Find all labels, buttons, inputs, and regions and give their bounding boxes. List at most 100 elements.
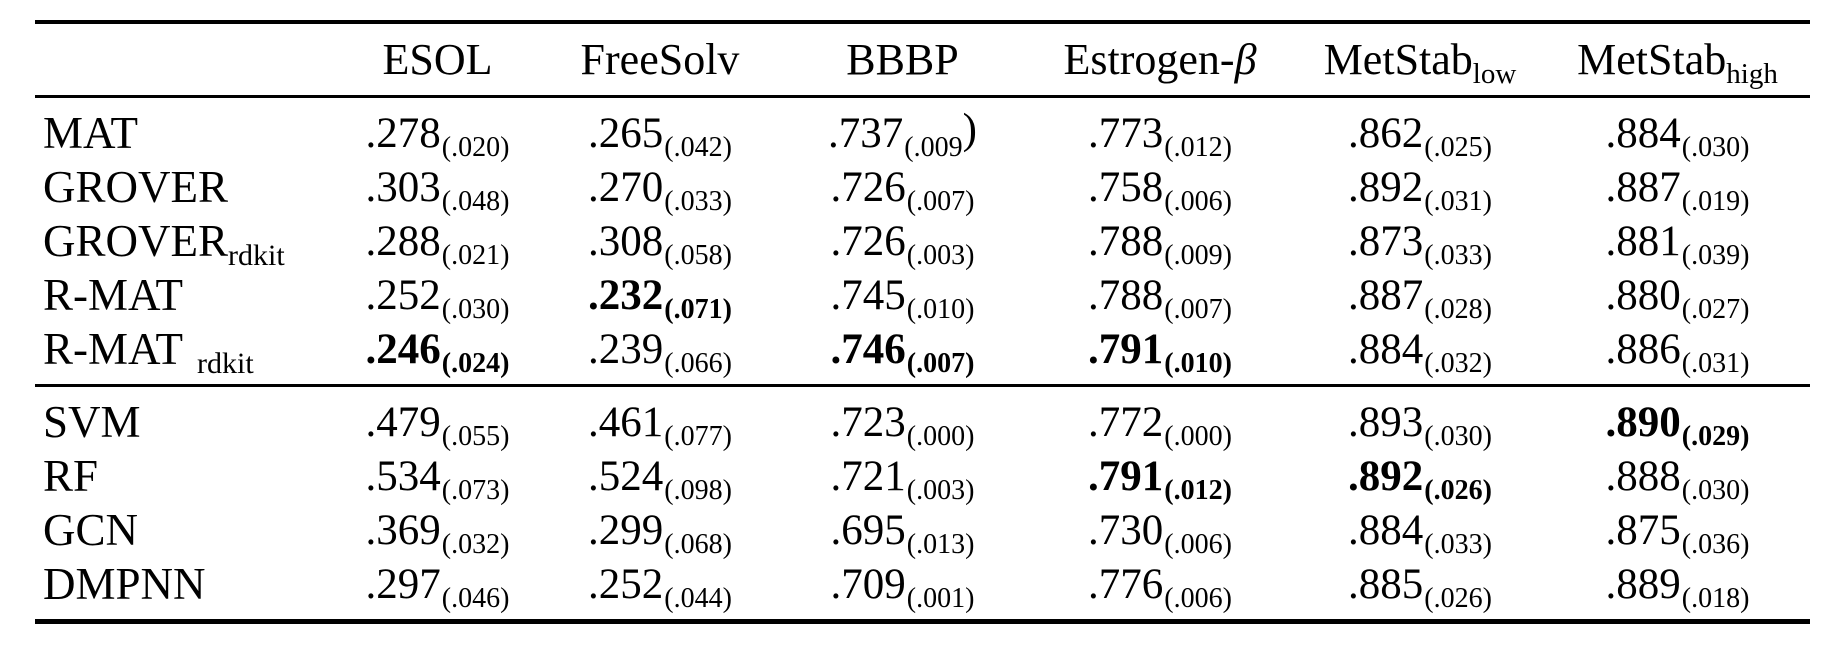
metric-std: (.042) — [664, 131, 732, 163]
metric-cell: .299(.068) — [540, 503, 780, 560]
metric-cell: .726(.007) — [780, 160, 1025, 217]
beta-symbol: β — [1234, 35, 1257, 84]
metric-value: .893 — [1348, 398, 1424, 446]
metric-std: (.026) — [1424, 474, 1492, 506]
metric-value: .726 — [830, 217, 906, 265]
metric-std: (.055) — [441, 420, 510, 452]
metric-cell: .723(.000) — [780, 386, 1025, 452]
metric-cell: .773(.012) — [1025, 97, 1295, 163]
column-header-freesolv: FreeSolv — [540, 22, 780, 97]
column-title: MetStab — [1577, 35, 1727, 84]
metric-cell: .726(.003) — [780, 214, 1025, 271]
column-header-metstab-high: MetStabhigh — [1545, 22, 1810, 97]
metric-cell: .369(.032) — [335, 503, 540, 560]
row-label-cell: R-MAT — [35, 268, 335, 322]
metric-std: (.010) — [1164, 347, 1232, 379]
metric-std: (.010) — [906, 293, 975, 325]
model-name-subscript: rdkit — [228, 239, 285, 272]
table-row: SVM .479(.055) .461(.077) .723(.000) .772(.0… — [35, 386, 1810, 452]
metric-std: (.073) — [441, 474, 510, 506]
metric-std: (.018) — [1681, 582, 1750, 614]
metric-cell: .788(.009) — [1025, 214, 1295, 271]
table-row: R-MAT .252(.030) .232(.071) .745(.010) .788(… — [35, 268, 1810, 325]
metric-cell: .888(.030) — [1545, 449, 1810, 506]
metric-value: .892 — [1348, 163, 1424, 211]
metric-std: (.003) — [906, 239, 975, 271]
metric-cell: .297(.046) — [335, 557, 540, 622]
metric-std: (.031) — [1424, 185, 1492, 217]
metric-value: .887 — [1605, 163, 1681, 211]
metric-value: .479 — [365, 398, 441, 446]
metric-cell: .884(.033) — [1295, 503, 1545, 560]
metric-value: .776 — [1088, 560, 1164, 608]
model-name: MAT — [43, 108, 139, 158]
metric-std: (.012) — [1164, 131, 1232, 163]
metric-value: .788 — [1088, 271, 1164, 319]
metric-std: (.048) — [441, 185, 510, 217]
metric-cell: .884(.032) — [1295, 322, 1545, 386]
column-title: FreeSolv — [580, 35, 740, 84]
model-name: GROVER — [43, 216, 229, 266]
model-name: SVM — [43, 397, 141, 447]
metric-value: .884 — [1605, 109, 1681, 157]
column-header-metstab-low: MetStablow — [1295, 22, 1545, 97]
metric-std: (.026) — [1424, 582, 1492, 614]
metric-std: (.025) — [1424, 131, 1492, 163]
column-title: Estrogen- — [1063, 35, 1235, 84]
metric-value: .308 — [588, 217, 664, 265]
metric-value: .881 — [1605, 217, 1681, 265]
metric-std: (.046) — [441, 582, 510, 614]
row-label-cell: DMPNN — [35, 557, 335, 622]
metric-std: (.006) — [1164, 528, 1232, 560]
metric-cell: .232(.071) — [540, 268, 780, 325]
metric-cell: .788(.007) — [1025, 268, 1295, 325]
metric-value: .889 — [1605, 560, 1681, 608]
metric-value: .723 — [830, 398, 906, 446]
metric-value: .246 — [365, 325, 441, 373]
metric-std: (.027) — [1681, 293, 1750, 325]
table-row: MAT .278(.020) .265(.042) .737(.009) .773(.0… — [35, 97, 1810, 163]
metric-cell: .890(.029) — [1545, 386, 1810, 452]
metric-std: (.030) — [1681, 131, 1750, 163]
metric-value: .730 — [1088, 506, 1164, 554]
metric-value: .862 — [1348, 109, 1424, 157]
model-name: R-MAT — [43, 324, 184, 374]
metric-cell: .265(.042) — [540, 97, 780, 163]
metric-cell: .887(.028) — [1295, 268, 1545, 325]
metric-std: (.019) — [1681, 185, 1750, 217]
metric-std: (.066) — [664, 347, 732, 379]
metric-std: (.039) — [1681, 239, 1750, 271]
metric-std: (.007) — [906, 347, 975, 379]
metric-value: .886 — [1605, 325, 1681, 373]
column-header-bbbp: BBBP — [780, 22, 1025, 97]
metric-std: (.021) — [441, 239, 510, 271]
metric-cell: .270(.033) — [540, 160, 780, 217]
metric-cell: .892(.031) — [1295, 160, 1545, 217]
metric-std: (.029) — [1681, 420, 1750, 452]
metric-std: (.006) — [1164, 582, 1232, 614]
metric-value: .232 — [588, 271, 664, 319]
metric-std: (.044) — [664, 582, 732, 614]
model-name-subscript: rdkit — [197, 347, 254, 380]
metric-std: (.030) — [441, 293, 510, 325]
metric-cell: .534(.073) — [335, 449, 540, 506]
metric-cell: .278(.020) — [335, 97, 540, 163]
metric-std: (.077) — [664, 420, 732, 452]
pretrained-models-section: MAT .278(.020) .265(.042) .737(.009) .773(.0… — [35, 97, 1810, 386]
metric-cell: .884(.030) — [1545, 97, 1810, 163]
metric-std: (.007) — [906, 185, 975, 217]
metric-value: .791 — [1088, 325, 1164, 373]
metric-value: .278 — [365, 109, 441, 157]
metric-std: (.030) — [1424, 420, 1492, 452]
metric-std: (.009) — [1164, 239, 1232, 271]
metric-std: (.028) — [1424, 293, 1492, 325]
metric-value: .884 — [1348, 325, 1424, 373]
metric-cell: .791(.012) — [1025, 449, 1295, 506]
metric-std: (.007) — [1164, 293, 1232, 325]
metric-value: .772 — [1088, 398, 1164, 446]
metric-std: (.000) — [1164, 420, 1232, 452]
metric-cell: .881(.039) — [1545, 214, 1810, 271]
stray-paren: ) — [962, 105, 977, 153]
metric-value: .892 — [1348, 452, 1424, 500]
metric-cell: .745(.010) — [780, 268, 1025, 325]
